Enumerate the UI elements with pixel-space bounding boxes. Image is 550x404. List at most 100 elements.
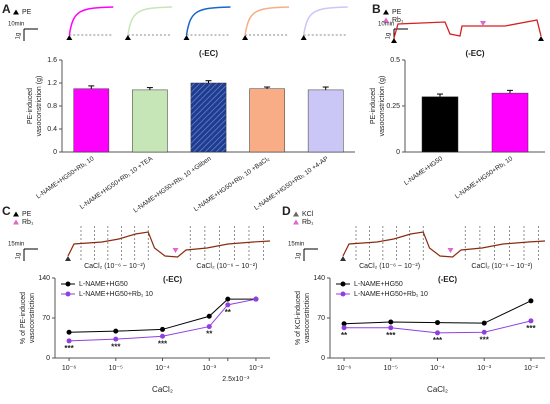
data-point (225, 296, 231, 302)
x-tick-label: L-NAME+HG50+Rb₁ 10 (35, 155, 96, 200)
bar (491, 92, 529, 153)
data-point (341, 325, 347, 331)
y-tick-label: 70 (42, 315, 50, 322)
trace (68, 6, 114, 36)
y-tick-label: 1.6 (47, 57, 57, 64)
trace-marker-label: Rb₁ (22, 219, 34, 226)
trace (67, 231, 271, 258)
significance-label: *** (480, 335, 490, 344)
legend-label: L-NAME+HG50+Rb₁ 10 (79, 291, 153, 298)
trace-marker (66, 35, 73, 40)
trace-marker (447, 248, 454, 253)
trace-marker (183, 35, 190, 40)
x-tick-label: L-NAME+HG50 (403, 155, 444, 187)
x-tick-label: 2.5x10⁻³ (222, 376, 250, 383)
trace-marker-label: Rb₁ (302, 219, 314, 226)
time-scale-label: 10min (8, 22, 24, 28)
bar (307, 89, 344, 153)
trace-marker-icon (383, 17, 389, 23)
time-scale-label: 15min (8, 242, 24, 248)
data-point (206, 324, 212, 330)
significance-label: *** (386, 331, 396, 340)
trace-marker (242, 35, 249, 40)
y-tick-label: 70 (317, 315, 325, 322)
force-scale-label: 1g (16, 253, 22, 260)
trace (185, 6, 231, 36)
x-axis-label: CaCl₂ (427, 385, 448, 394)
bar (190, 82, 227, 153)
series-line (69, 298, 257, 342)
data-point (66, 338, 72, 344)
time-scale-label: 10min (378, 22, 394, 28)
x-tick-label: 10⁻³ (477, 365, 491, 372)
data-point (528, 298, 534, 304)
bar (132, 89, 168, 153)
y-axis-label: vasoconstriction (304, 293, 311, 343)
data-point (435, 320, 440, 326)
significance-label: *** (64, 344, 74, 353)
legend-label: L-NAME+HG50 (79, 281, 128, 288)
trace-marker-label: KCl (302, 211, 314, 218)
y-tick-label: 0 (396, 149, 400, 156)
trace (244, 6, 290, 36)
x-tick-label: 10⁻⁶ (62, 365, 76, 372)
trace (127, 6, 172, 36)
data-point (206, 313, 212, 319)
trace-marker-label: PE (22, 9, 32, 16)
bar (421, 96, 459, 153)
data-point (225, 302, 231, 308)
y-axis-label: % of PE-induced (20, 292, 27, 344)
significance-label: ** (206, 330, 213, 339)
trace-marker-icon (13, 219, 19, 225)
legend-marker (340, 281, 346, 287)
significance-label: *** (158, 339, 168, 348)
significance-label: *** (526, 324, 536, 333)
y-tick-label: 140 (38, 275, 50, 282)
data-point (435, 330, 440, 336)
trace-marker (124, 35, 131, 40)
trace-marker-label: PE (392, 9, 402, 16)
significance-label: *** (433, 336, 443, 345)
trace-marker (172, 248, 179, 253)
trace-marker-icon (13, 9, 19, 15)
trace-marker (538, 36, 544, 41)
trace-segment-label: CaCl₂ (10⁻⁶ ~ 10⁻²) (84, 263, 145, 270)
y-tick-label: 0 (53, 149, 57, 156)
panel-label: C (2, 204, 11, 218)
annotation: (-EC) (465, 49, 484, 58)
data-point (66, 329, 72, 335)
data-point (481, 320, 487, 326)
significance-label: ** (225, 308, 232, 317)
trace-marker-icon (383, 9, 389, 15)
trace-marker (300, 35, 307, 40)
trace-marker-label: PE (22, 211, 32, 218)
y-tick-label: 0.5 (390, 57, 400, 64)
data-point (160, 326, 165, 332)
trace (342, 231, 546, 258)
significance-label: ** (341, 331, 348, 340)
legend-label: L-NAME+HG50 (354, 281, 403, 288)
data-point (113, 336, 119, 342)
y-axis-label: PE-induced (27, 88, 34, 124)
trace-marker (340, 256, 346, 261)
trace (393, 19, 542, 39)
annotation: (-EC) (199, 49, 218, 58)
trace-marker-label: Rb₁ (392, 17, 404, 24)
x-tick-label: L-NAME+HG50+Rb₁ 10 (454, 155, 515, 200)
force-scale-label: 1g (386, 33, 392, 40)
data-point (388, 325, 394, 331)
y-axis-label: vasoconstriction (g) (36, 76, 43, 137)
annotation: (-EC) (438, 275, 457, 284)
y-tick-label: 0.4 (47, 126, 57, 133)
trace-segment-label: CaCl₂ (10⁻⁶ ~ 10⁻²) (471, 263, 532, 270)
panel-label: B (372, 2, 381, 16)
force-scale-label: 1g (16, 33, 22, 40)
trace-segment-label: CaCl₂ (10⁻⁶ ~ 10⁻²) (359, 263, 420, 270)
legend-marker (65, 281, 71, 287)
trace-marker (65, 256, 71, 261)
y-tick-label: 1.2 (47, 80, 57, 87)
data-point (341, 321, 347, 327)
x-tick-label: 10⁻⁶ (337, 365, 351, 372)
trace-marker (480, 21, 486, 26)
